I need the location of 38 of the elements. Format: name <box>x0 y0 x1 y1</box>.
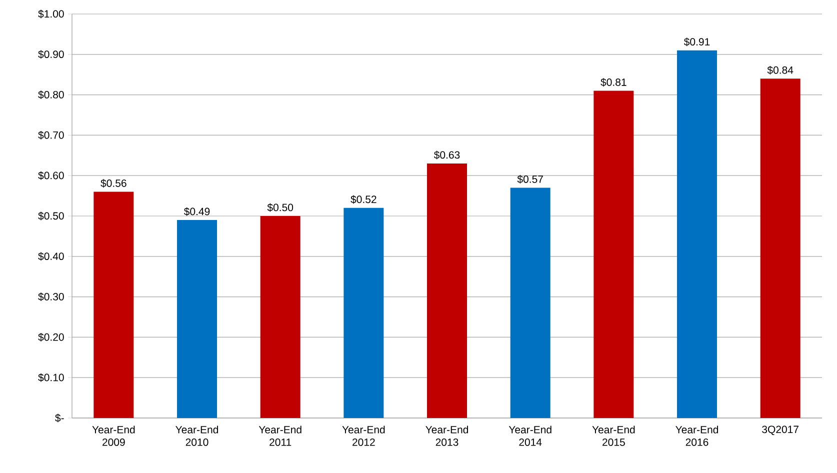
y-tick-label: $0.90 <box>38 50 64 59</box>
data-label: $0.91 <box>684 38 710 46</box>
bar <box>427 163 468 418</box>
data-label: $0.52 <box>350 195 376 204</box>
bar <box>177 220 217 418</box>
data-label: $0.50 <box>267 203 294 212</box>
x-tick-label: 3Q2017 <box>762 426 798 436</box>
bar <box>260 216 300 418</box>
y-tick-label: $0.20 <box>38 332 64 342</box>
data-label: $0.84 <box>767 66 794 74</box>
x-tick-label: Year-End 2012 <box>342 426 385 446</box>
y-tick-label: $0.60 <box>38 171 64 180</box>
y-tick-label: $- <box>55 414 64 422</box>
y-tick-label: $0.40 <box>38 252 64 261</box>
y-tick-label: $0.50 <box>38 212 64 220</box>
x-tick-label: Year-End 2014 <box>508 426 552 446</box>
bar <box>677 50 718 418</box>
x-tick-label: Year-End 2016 <box>676 426 718 446</box>
y-tick-label: $0.10 <box>38 373 64 382</box>
x-tick-label: Year-End 2010 <box>176 426 218 446</box>
y-tick-label: $0.80 <box>38 90 64 100</box>
x-tick-label: Year-End 2013 <box>426 426 468 446</box>
data-label: $0.63 <box>434 150 460 160</box>
x-tick-label: Year-End 2009 <box>92 426 135 446</box>
bar <box>510 188 550 418</box>
bar <box>344 208 384 418</box>
y-tick-label: $0.70 <box>38 130 64 140</box>
data-label: $0.57 <box>517 175 543 184</box>
data-label: $0.81 <box>600 78 626 87</box>
bar <box>94 192 134 418</box>
y-tick-label: $0.30 <box>38 292 64 302</box>
y-tick-label: $1.00 <box>38 10 64 18</box>
data-label: $0.49 <box>184 207 210 216</box>
data-label: $0.56 <box>100 179 126 188</box>
bar <box>760 78 800 418</box>
x-tick-label: Year-End 2015 <box>592 426 635 446</box>
bar <box>594 90 634 418</box>
x-tick-label: Year-End 2011 <box>258 426 302 446</box>
